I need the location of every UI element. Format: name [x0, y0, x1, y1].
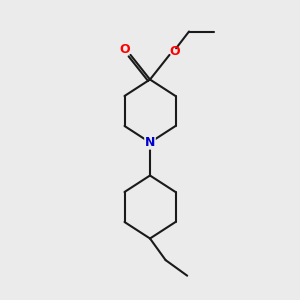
- Text: O: O: [169, 45, 180, 58]
- Text: N: N: [145, 136, 155, 149]
- Text: O: O: [120, 43, 130, 56]
